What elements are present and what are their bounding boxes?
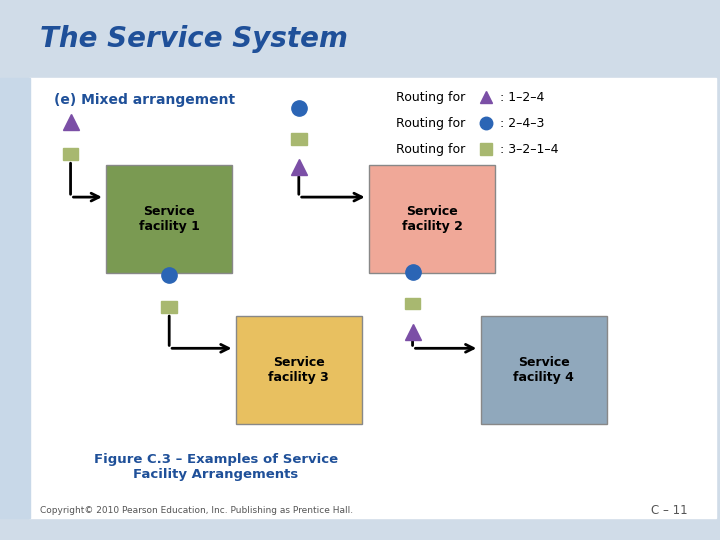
Text: Routing for: Routing for (396, 117, 465, 130)
Text: : 1–2–4: : 1–2–4 (500, 91, 545, 104)
Bar (236, 316, 361, 424)
Bar (0, 0, 720, 78)
Text: Copyright© 2010 Pearson Education, Inc. Publishing as Prentice Hall.: Copyright© 2010 Pearson Education, Inc. … (40, 506, 353, 515)
Bar (161, 301, 177, 313)
Text: Service
facility 1: Service facility 1 (139, 205, 199, 233)
Text: Service
facility 4: Service facility 4 (513, 356, 574, 384)
Text: The Service System: The Service System (40, 25, 348, 53)
Text: Service
facility 2: Service facility 2 (402, 205, 462, 233)
Text: : 3–2–1–4: : 3–2–1–4 (500, 143, 559, 156)
Bar (29, 78, 716, 518)
Text: Routing for: Routing for (396, 143, 465, 156)
Bar (481, 316, 606, 424)
Bar (369, 165, 495, 273)
Bar (405, 298, 420, 309)
Bar (107, 165, 232, 273)
Text: C – 11: C – 11 (651, 504, 688, 517)
Text: (e) Mixed arrangement: (e) Mixed arrangement (54, 93, 235, 107)
Text: Routing for: Routing for (396, 91, 465, 104)
Bar (63, 148, 78, 160)
Bar (0, 78, 30, 518)
Bar (291, 133, 307, 145)
Text: : 2–4–3: : 2–4–3 (500, 117, 545, 130)
Text: Figure C.3 – Examples of Service
Facility Arrangements: Figure C.3 – Examples of Service Facilit… (94, 453, 338, 481)
Text: Service
facility 3: Service facility 3 (269, 356, 329, 384)
